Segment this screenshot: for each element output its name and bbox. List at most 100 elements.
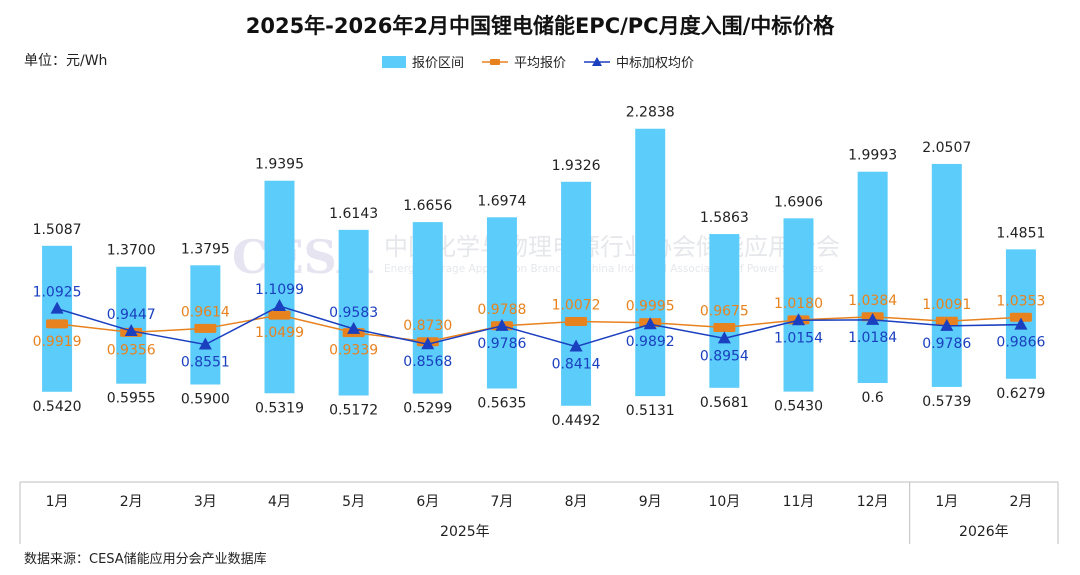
winning-marker-13 (940, 318, 954, 331)
year-group-label-1: 2025年 (440, 524, 490, 540)
legend-swatch-avg (482, 58, 509, 65)
winning-line (56, 305, 1021, 348)
legend-label-avg: 平均报价 (514, 56, 567, 71)
tick-label-2: 2月 (120, 494, 143, 510)
legend-label-winning: 中标加权均价 (616, 56, 695, 71)
range-bar-1 (42, 245, 73, 392)
range-bar-10 (709, 234, 740, 388)
tick-label-13: 1月 (935, 494, 958, 510)
avg-label-5: 0.9339 (329, 343, 378, 359)
range-low-label-11: 0.5430 (774, 399, 823, 415)
legend-swatch-range (382, 55, 406, 68)
winning-series: 1.0925 0.9447 0.8551 1.1099 0.9583 0.8568 0.97… (33, 282, 1046, 373)
winning-label-12: 1.0184 (848, 330, 897, 346)
range-bar-13 (931, 163, 962, 387)
winning-marker-1 (50, 301, 64, 314)
range-low-label-10: 0.5681 (700, 395, 749, 411)
range-low-label-9: 0.5131 (626, 403, 675, 419)
range-low-label-2: 0.5955 (107, 391, 156, 407)
tick-label-11: 11月 (783, 494, 815, 510)
avg-marker-1 (46, 319, 69, 329)
avg-marker-4 (268, 310, 291, 320)
category-axis: 1月 2月 3月 4月 5月 6月 7月 8月 9月 10月 11月 12月 1月 2月 2025年 2026… (19, 481, 1059, 544)
winning-label-6: 0.8568 (403, 354, 452, 370)
legend-swatch-winning (584, 56, 611, 66)
winning-marker-10 (717, 331, 731, 344)
range-low-label-6: 0.5299 (403, 401, 452, 417)
winning-label-8: 0.8414 (552, 357, 601, 373)
range-low-label-4: 0.5319 (255, 400, 304, 416)
winning-label-11: 1.0154 (774, 330, 823, 346)
watermark-cn: 中国化学与物理电源行业协会储能应用分会 (384, 233, 840, 261)
winning-label-7: 0.9786 (477, 336, 526, 352)
range-high-label-5: 1.6143 (329, 206, 378, 222)
avg-label-11: 1.0180 (774, 296, 823, 312)
range-high-label-11: 1.6906 (774, 194, 823, 210)
range-high-label-10: 1.5863 (700, 210, 749, 226)
avg-label-7: 0.9788 (477, 302, 526, 318)
avg-label-10: 0.9675 (700, 304, 749, 320)
legend-label-range: 报价区间 (412, 56, 465, 71)
range-high-label-8: 1.9326 (552, 158, 601, 174)
avg-label-12: 1.0384 (848, 293, 897, 309)
range-bar-6 (412, 222, 443, 394)
winning-marker-6 (421, 337, 435, 350)
range-low-label-7: 0.5635 (477, 396, 526, 412)
tick-label-1: 1月 (46, 494, 69, 510)
winning-marker-3 (198, 337, 212, 350)
winning-marker-8 (569, 339, 583, 352)
winning-label-10: 0.8954 (700, 348, 749, 364)
range-low-label-3: 0.5900 (181, 392, 230, 408)
range-low-label-12: 0.6 (862, 390, 884, 406)
tick-label-10: 10月 (708, 494, 740, 510)
range-bars: 1.5087 0.5420 1.3700 0.5955 1.3795 0.5900 1.93… (33, 105, 1046, 429)
range-bar-11 (783, 218, 814, 392)
range-high-label-12: 1.9993 (848, 148, 897, 164)
winning-marker-11 (792, 313, 805, 326)
range-low-label-5: 0.5172 (329, 403, 378, 419)
data-source: 数据来源：CESA储能应用分会产业数据库 (24, 552, 267, 567)
range-bar-5 (338, 229, 369, 396)
tick-label-6: 6月 (416, 494, 439, 510)
tick-label-12: 12月 (857, 494, 889, 510)
range-high-label-1: 1.5087 (33, 222, 82, 238)
avg-label-13: 1.0091 (922, 297, 971, 313)
winning-marker-7 (495, 318, 509, 331)
range-low-label-8: 0.4492 (552, 413, 601, 429)
tick-label-3: 3月 (194, 494, 217, 510)
range-bar-12 (857, 171, 888, 383)
winning-marker-9 (643, 317, 657, 330)
legend-item-avg: 平均报价 (482, 52, 566, 71)
range-low-label-1: 0.5420 (33, 399, 82, 415)
chart-title: 2025年-2026年2月中国锂电储能EPC/PC月度入围/中标价格 (245, 14, 835, 38)
range-high-label-14: 1.4851 (996, 225, 1045, 241)
range-high-label-2: 1.3700 (107, 243, 156, 259)
avg-label-9: 0.9995 (626, 299, 675, 315)
legend-item-range: 报价区间 (382, 52, 464, 71)
tick-label-5: 5月 (342, 494, 365, 510)
range-bar-9 (635, 128, 666, 397)
range-low-label-13: 0.5739 (922, 394, 971, 410)
avg-line (56, 314, 1021, 343)
watermark-en: Energy Storage Application Branch of Chi… (384, 263, 823, 275)
range-high-label-9: 2.2838 (626, 105, 675, 121)
avg-label-6: 0.8730 (403, 318, 452, 334)
range-bar-7 (486, 217, 517, 389)
winning-label-1: 1.0925 (33, 285, 82, 301)
legend: 报价区间 平均报价 中标加权均价 (382, 52, 712, 71)
winning-label-2: 0.9447 (107, 307, 156, 323)
winning-label-4: 1.1099 (255, 282, 304, 298)
range-high-label-4: 1.9395 (255, 157, 304, 173)
tick-label-7: 7月 (490, 494, 513, 510)
winning-marker-14 (1014, 317, 1028, 330)
avg-label-1: 0.9919 (33, 334, 82, 350)
avg-label-2: 0.9356 (107, 342, 156, 358)
winning-label-14: 0.9866 (996, 335, 1045, 351)
unit-label: 单位：元/Wh (24, 53, 108, 69)
tick-label-8: 8月 (565, 494, 588, 510)
range-bar-8 (561, 181, 592, 406)
avg-series: 0.9919 0.9356 0.9614 1.0499 0.9339 0.8730 0.97… (33, 293, 1046, 359)
winning-label-5: 0.9583 (329, 305, 378, 321)
tick-label-4: 4月 (268, 494, 291, 510)
